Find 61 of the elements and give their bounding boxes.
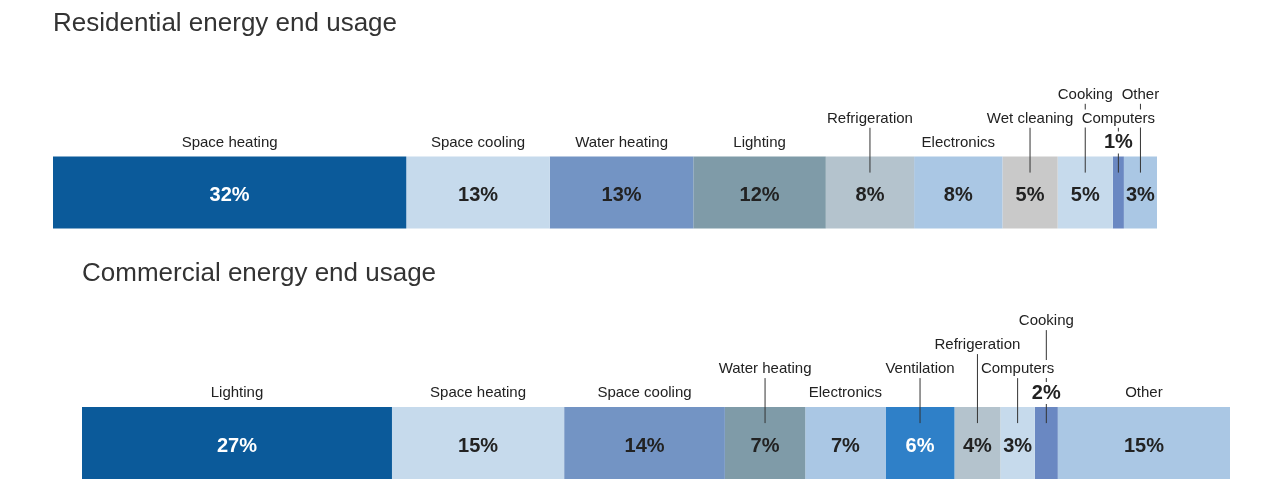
bar xyxy=(1057,156,1113,229)
text: Refrigeration xyxy=(827,108,913,126)
bar xyxy=(914,156,1003,229)
data-label: 7% xyxy=(830,433,861,456)
bar xyxy=(391,407,565,480)
bar xyxy=(825,156,915,229)
series-label: Water heating xyxy=(575,132,668,150)
bar xyxy=(1112,156,1124,229)
data-label: 32% xyxy=(209,183,250,206)
text: Cooking xyxy=(1018,311,1074,329)
chart-title: Commercial energy end usage xyxy=(82,256,437,287)
text: Cooking xyxy=(1057,84,1113,102)
data-label: 4% xyxy=(962,433,993,456)
data-label: 3% xyxy=(1125,183,1156,206)
data-label: 15% xyxy=(458,433,499,456)
bar xyxy=(1002,156,1058,229)
data-label: 2% xyxy=(1031,380,1061,403)
bar xyxy=(1000,407,1035,480)
data-label: 1% xyxy=(1103,130,1134,153)
series-label: Space cooling xyxy=(597,383,692,401)
data-label: 8% xyxy=(855,183,885,206)
bar xyxy=(564,407,725,480)
data-label: 7% xyxy=(750,433,780,456)
data-label: 13% xyxy=(601,183,642,206)
bar xyxy=(82,407,392,480)
data-label: 14% xyxy=(624,433,665,456)
series-label: Space cooling xyxy=(430,132,526,150)
bar xyxy=(406,156,550,229)
series-label: Space heating xyxy=(181,132,278,150)
bar xyxy=(53,156,407,229)
data-label: 27% xyxy=(216,433,258,456)
bar xyxy=(724,407,806,480)
data-label: 6% xyxy=(905,433,935,456)
data-label: 13% xyxy=(458,183,499,206)
series-label: Electronics xyxy=(808,383,883,401)
series-label: Space heating xyxy=(430,383,527,401)
series-label: Other xyxy=(1125,383,1163,401)
bar xyxy=(549,156,694,229)
text: Computers xyxy=(980,359,1055,377)
chart-title: Residential energy end usage xyxy=(53,6,398,37)
bar xyxy=(805,407,886,480)
data-label: 12% xyxy=(739,183,780,206)
bar xyxy=(1057,407,1230,480)
text: Other xyxy=(1121,84,1160,102)
data-label: 5% xyxy=(1015,183,1045,206)
text: Wet cleaning xyxy=(986,108,1074,126)
bar xyxy=(885,407,955,480)
series-label: Electronics xyxy=(921,132,995,150)
text: Water heating xyxy=(718,359,812,377)
data-label: 8% xyxy=(943,183,973,206)
bar xyxy=(1034,407,1058,480)
data-label: 5% xyxy=(1070,183,1100,206)
data-label: 3% xyxy=(1003,433,1033,456)
data-label: 15% xyxy=(1123,433,1165,456)
bar xyxy=(954,407,1001,480)
text: Ventilation xyxy=(885,359,955,377)
bar xyxy=(693,156,826,229)
text: Refrigeration xyxy=(934,335,1021,353)
text: Computers xyxy=(1081,108,1156,126)
series-label: Lighting xyxy=(210,383,264,401)
series-label: Lighting xyxy=(733,132,786,150)
